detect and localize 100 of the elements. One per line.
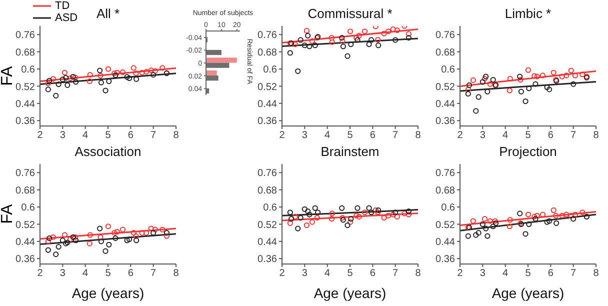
point	[465, 86, 471, 92]
point	[507, 76, 513, 82]
point	[287, 210, 293, 216]
x-tick-label: 8	[415, 268, 422, 280]
x-tick-label: 2	[457, 130, 464, 142]
point	[386, 28, 392, 34]
point	[544, 219, 550, 225]
point	[483, 226, 489, 232]
point	[522, 98, 528, 104]
point	[97, 68, 103, 74]
point	[517, 74, 523, 80]
point	[314, 214, 320, 221]
x-tick-label: 4	[82, 130, 89, 142]
point	[465, 90, 471, 97]
point	[534, 212, 540, 218]
x-tick-label: 2	[37, 130, 44, 142]
x-tick-label: 6	[128, 130, 134, 142]
point	[60, 76, 66, 82]
point	[298, 37, 304, 43]
point	[302, 42, 308, 48]
point	[406, 212, 412, 218]
chart-title: Limbic *	[504, 6, 552, 21]
point	[348, 41, 354, 48]
point	[160, 65, 166, 71]
y-tick-label: 0.36	[258, 254, 278, 266]
point	[133, 233, 139, 239]
chart-title: Association	[74, 144, 142, 159]
point	[570, 216, 576, 222]
y-tick-label: 0.52	[258, 82, 278, 93]
point	[315, 210, 321, 216]
point	[148, 226, 154, 232]
point	[130, 65, 136, 71]
point	[354, 212, 360, 218]
point	[344, 222, 350, 228]
chart-title: Commissural *	[306, 6, 394, 21]
x-tick-label: 8	[173, 268, 180, 280]
point	[144, 69, 150, 75]
x-tick-label: 8	[173, 130, 180, 142]
point	[120, 226, 126, 232]
y-axis-title: FA	[0, 66, 16, 86]
y-tick-label: 0.52	[258, 220, 278, 231]
point	[164, 230, 170, 236]
point	[348, 216, 354, 222]
y-tick-label: 0.36	[436, 116, 456, 128]
point	[580, 210, 586, 216]
point	[124, 238, 130, 244]
point	[564, 212, 570, 218]
point	[292, 214, 298, 220]
point	[339, 205, 345, 211]
x-tick-label: 4	[502, 130, 509, 142]
point	[312, 42, 318, 48]
point	[368, 37, 374, 43]
point	[287, 50, 293, 56]
point	[487, 218, 493, 224]
point	[126, 75, 132, 82]
point	[473, 232, 479, 238]
x-tick-label: 6	[370, 268, 376, 280]
point	[295, 68, 301, 74]
x-tick-label: 5	[105, 268, 112, 280]
x-tick-label: 8	[415, 130, 422, 142]
x-tick-label: 5	[347, 268, 354, 280]
x-tick-label: 6	[128, 268, 134, 280]
point	[328, 35, 334, 41]
point	[112, 230, 118, 236]
y-tick-label: 0.6	[263, 202, 278, 214]
point	[375, 210, 381, 216]
point	[390, 212, 396, 218]
point	[546, 86, 552, 92]
point	[518, 88, 524, 94]
y-tick-label: 0.6	[441, 202, 456, 214]
point	[134, 238, 140, 244]
x-tick-label: 3	[480, 130, 486, 142]
point	[306, 44, 312, 50]
x-tick-label: 5	[347, 130, 354, 142]
point	[480, 221, 486, 228]
point	[554, 220, 560, 226]
x-tick-label: 4	[82, 268, 89, 280]
point	[402, 210, 408, 216]
point	[112, 235, 118, 241]
x-tick-label: 4	[324, 268, 331, 280]
y-tick-label: 0.36	[258, 116, 278, 128]
x-tick-label: 2	[279, 268, 286, 280]
point	[394, 28, 400, 34]
y-tick-label: 0.6	[21, 64, 36, 76]
point	[507, 217, 513, 223]
point	[506, 88, 512, 94]
point	[98, 234, 104, 240]
point	[152, 226, 158, 232]
y-tick-label: 0.68	[436, 185, 456, 196]
point	[518, 76, 524, 83]
x-tick-label: 6	[370, 130, 376, 142]
point	[550, 70, 556, 76]
point	[480, 79, 486, 85]
point	[304, 222, 310, 228]
x-tick-label: 3	[480, 268, 486, 280]
point	[487, 81, 493, 87]
y-tick-label: 0.44	[258, 98, 278, 110]
point	[354, 205, 360, 211]
point	[46, 78, 52, 84]
x-tick-label: 3	[302, 268, 308, 280]
